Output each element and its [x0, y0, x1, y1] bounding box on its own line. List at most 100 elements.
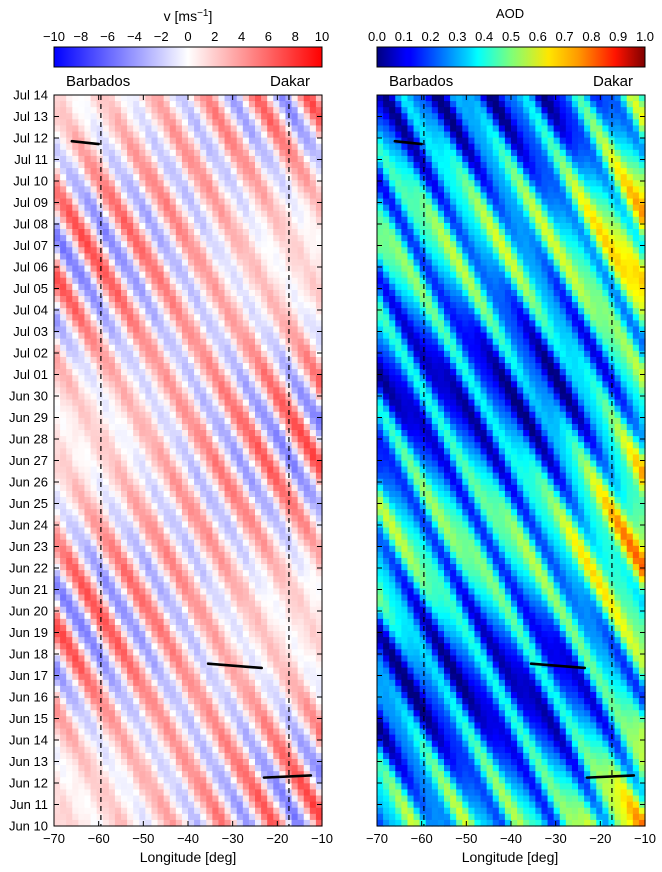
heatmap-cell [303, 283, 311, 291]
heatmap-cell [72, 758, 79, 766]
heatmap-cell [60, 771, 67, 778]
heatmap-cell [267, 216, 274, 224]
heatmap-cell [255, 691, 262, 699]
heatmap-cell [212, 259, 220, 267]
heatmap-cell [224, 637, 232, 644]
heatmap-cell [78, 716, 86, 724]
heatmap-cell [60, 460, 67, 468]
heatmap-cell [255, 472, 262, 480]
heatmap-cell [54, 649, 61, 657]
heatmap-cell [200, 174, 207, 181]
heatmap-cell [72, 356, 79, 364]
heatmap-cell [309, 643, 317, 650]
heatmap-cell [108, 454, 116, 462]
heatmap-cell [96, 253, 104, 261]
heatmap-cell [60, 570, 67, 577]
heatmap-cell [236, 484, 244, 492]
heatmap-cell [218, 472, 226, 480]
heatmap-cell [133, 101, 140, 108]
heatmap-cell [96, 387, 104, 395]
heatmap-cell [279, 478, 287, 486]
heatmap-cell [90, 746, 98, 754]
heatmap-cell [163, 661, 171, 669]
heatmap-cell [163, 149, 171, 157]
heatmap-cell [206, 478, 213, 486]
heatmap-cell [66, 600, 73, 608]
heatmap-cell [78, 363, 86, 370]
heatmap-cell [255, 186, 262, 194]
heatmap-cell [248, 326, 256, 334]
heatmap-cell [181, 466, 189, 474]
heatmap-cell [212, 454, 220, 462]
heatmap-cell [90, 490, 98, 498]
heatmap-cell [309, 600, 317, 608]
heatmap-cell [267, 582, 274, 590]
colorbar-tick-label: 4 [238, 29, 245, 44]
heatmap-cell [151, 229, 159, 236]
heatmap-cell [291, 417, 299, 425]
heatmap-cell [78, 436, 86, 443]
heatmap-cell [230, 332, 238, 340]
heatmap-cell [133, 765, 140, 772]
heatmap-cell [279, 582, 287, 590]
heatmap-cell [261, 143, 268, 151]
heatmap-cell [242, 557, 250, 565]
heatmap-cell [224, 490, 232, 498]
heatmap-cell [255, 289, 262, 297]
heatmap-cell [309, 490, 317, 498]
heatmap-cell [163, 551, 171, 559]
heatmap-cell [84, 411, 92, 419]
heatmap-cell [175, 612, 183, 620]
heatmap-cell [224, 576, 232, 583]
heatmap-cell [242, 454, 250, 462]
heatmap-cell [90, 198, 98, 206]
heatmap-cell [315, 344, 323, 352]
heatmap-cell [157, 259, 165, 267]
heatmap-cell [108, 667, 116, 675]
heatmap-cell [102, 95, 110, 102]
heatmap-cell [261, 387, 268, 395]
heatmap-cell [90, 119, 98, 127]
heatmap-cell [255, 95, 262, 102]
heatmap-cell [242, 691, 250, 699]
heatmap-cell [200, 472, 207, 480]
heatmap-cell [169, 557, 177, 565]
heatmap-cell [96, 338, 104, 346]
heatmap-cell [96, 765, 104, 772]
heatmap-cell [261, 472, 268, 480]
heatmap-cell [181, 679, 189, 687]
heatmap-cell [248, 655, 256, 663]
heatmap-cell [54, 393, 61, 401]
heatmap-cell [267, 283, 274, 291]
heatmap-cell [297, 283, 305, 291]
heatmap-cell [151, 430, 159, 437]
heatmap-cell [297, 691, 305, 699]
heatmap-cell [303, 363, 311, 370]
heatmap-cell [96, 472, 104, 480]
heatmap-cell [212, 405, 220, 413]
heatmap-cell [242, 551, 250, 559]
heatmap-cell [139, 722, 146, 730]
heatmap-cell [212, 728, 220, 736]
heatmap-cell [139, 125, 146, 133]
heatmap-cell [102, 521, 110, 529]
heatmap-cell [291, 155, 299, 163]
heatmap-cell [151, 350, 159, 358]
heatmap-cell [102, 515, 110, 523]
heatmap-cell [169, 125, 177, 133]
heatmap-cell [145, 667, 153, 675]
heatmap-cell [297, 143, 305, 151]
heatmap-cell [206, 624, 213, 632]
heatmap-cell [96, 752, 104, 760]
heatmap-cell [145, 643, 153, 650]
heatmap-cell [309, 466, 317, 474]
heatmap-cell [248, 338, 256, 346]
heatmap-cell [315, 503, 323, 510]
heatmap-cell [127, 576, 134, 583]
heatmap-cell [139, 168, 146, 175]
heatmap-cell [230, 478, 238, 486]
heatmap-cell [309, 484, 317, 492]
heatmap-cell [54, 363, 61, 370]
heatmap-cell [66, 180, 73, 187]
heatmap-cell [169, 509, 177, 516]
